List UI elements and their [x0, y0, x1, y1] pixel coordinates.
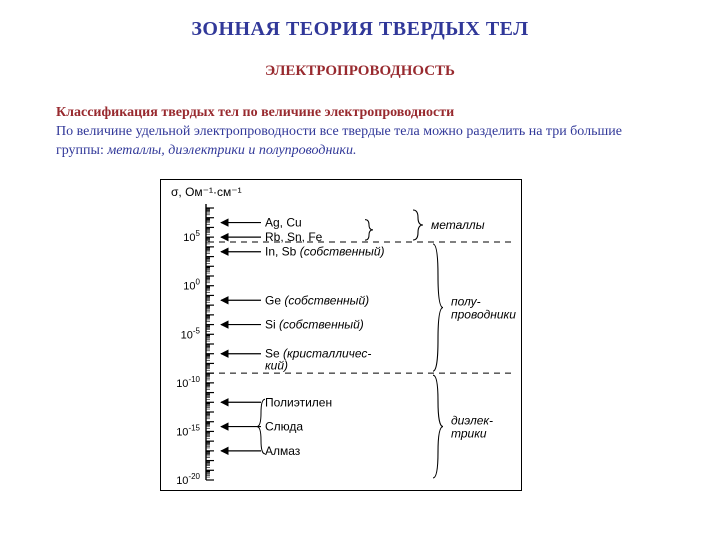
item-label: Ag, Cu: [265, 215, 302, 229]
group-label: полу-: [451, 294, 481, 308]
paragraph-ital: металлы, диэлектрики и полупроводники.: [107, 143, 356, 158]
item-label: Rb, Sn, Fe: [265, 230, 323, 244]
group-label: диэлек-: [451, 413, 493, 427]
paragraph-lead: Классификация твердых тел по величине эл…: [56, 105, 454, 120]
axis-label: σ, Ом⁻¹·см⁻¹: [171, 185, 242, 199]
item-label: Si (собственный): [265, 317, 364, 331]
page-title: ЗОННАЯ ТЕОРИЯ ТВЕРДЫХ ТЕЛ: [0, 18, 720, 41]
page-subtitle: ЭЛЕКТРОПРОВОДНОСТЬ: [0, 63, 720, 80]
item-label: Полиэтилен: [265, 395, 332, 409]
group-label: проводники: [451, 307, 516, 321]
group-label: трики: [451, 426, 487, 440]
group-label: металлы: [431, 218, 485, 232]
item-label: Слюда: [265, 419, 303, 433]
paragraph: Классификация твердых тел по величине эл…: [56, 104, 664, 161]
item-label: Ge (собственный): [265, 293, 369, 307]
conductivity-chart: σ, Ом⁻¹·см⁻¹10510010-510-1010-1510-20Ag,…: [160, 179, 522, 491]
item-label: In, Sb (собственный): [265, 244, 385, 258]
item-label: Алмаз: [265, 444, 301, 458]
chart-svg: σ, Ом⁻¹·см⁻¹10510010-510-1010-1510-20Ag,…: [161, 180, 521, 490]
